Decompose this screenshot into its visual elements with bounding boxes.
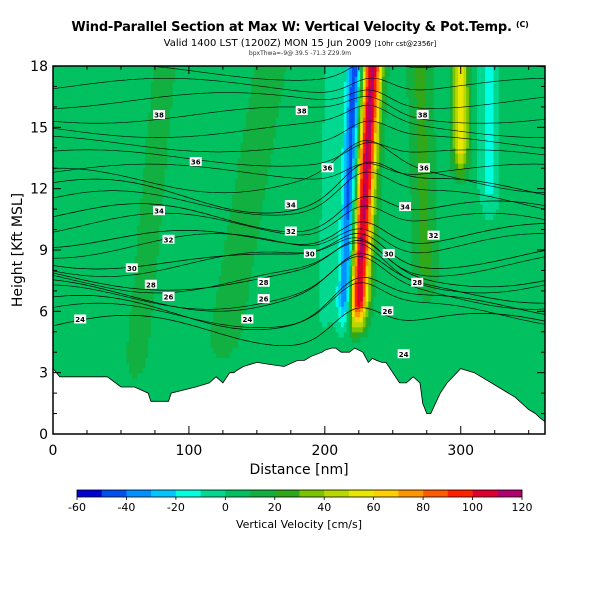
colorbar-swatch xyxy=(250,490,276,497)
colorbar-swatch xyxy=(423,490,449,497)
contour-label: 30 xyxy=(303,249,316,259)
contour-label: 28 xyxy=(411,277,424,287)
y-axis-label: Height [Kft MSL] xyxy=(10,193,26,307)
colorbar-label: Vertical Velocity [cm/s] xyxy=(236,518,362,531)
x-axis-label: Distance [nm] xyxy=(249,462,348,478)
x-tick-label: 100 xyxy=(176,443,203,459)
isentrope-30 xyxy=(53,240,545,291)
contour-label: 26 xyxy=(162,292,175,302)
contour-label: 32 xyxy=(162,234,175,244)
colorbar-swatch xyxy=(274,490,300,497)
isentrope-36 xyxy=(53,195,545,233)
isentrope-minor xyxy=(53,205,545,236)
y-tick-label: 0 xyxy=(39,427,48,443)
colorbar-swatch xyxy=(225,490,251,497)
terrain-surface xyxy=(53,347,545,434)
colorbar-swatch xyxy=(175,490,201,497)
contour-label: 24 xyxy=(74,314,87,324)
isentrope-upper xyxy=(53,89,545,109)
y-tick-label: 3 xyxy=(39,366,48,382)
x-tick-label: 200 xyxy=(311,443,338,459)
contour-label: 36 xyxy=(418,163,431,173)
colorbar-tick-label: 0 xyxy=(222,501,229,514)
contour-label: 28 xyxy=(144,279,157,289)
contour-label: 28 xyxy=(257,277,270,287)
colorbar-swatch xyxy=(373,490,399,497)
isentrope-minor xyxy=(53,237,545,277)
colorbar-swatch xyxy=(447,490,473,497)
isentrope-minor xyxy=(53,171,545,216)
y-tick-label: 6 xyxy=(39,304,48,320)
colorbar-tick-label: 100 xyxy=(462,501,483,514)
isentrope-minor xyxy=(53,242,545,294)
contour-label: 26 xyxy=(257,294,270,304)
colorbar-tick-label: 40 xyxy=(317,501,331,514)
colorbar-swatch xyxy=(77,490,103,497)
y-tick-label: 12 xyxy=(30,182,48,198)
contour-label: 26 xyxy=(381,306,394,316)
colorbar-swatch xyxy=(151,490,177,497)
isentrope-minor xyxy=(53,140,545,194)
colorbar-swatch xyxy=(497,490,523,497)
contour-label: 24 xyxy=(397,349,410,359)
contour-label: 24 xyxy=(241,314,254,324)
colorbar-swatch xyxy=(398,490,424,497)
colorbar-tick-label: -60 xyxy=(68,501,86,514)
colorbar-tick-label: -40 xyxy=(117,501,135,514)
contour-label: 36 xyxy=(189,157,202,167)
y-tick-label: 15 xyxy=(30,120,48,136)
colorbar-swatch xyxy=(348,490,374,497)
colorbar-tick-label: -20 xyxy=(167,501,185,514)
colorbar-tick-label: 60 xyxy=(367,501,381,514)
contour-label: 38 xyxy=(295,105,308,115)
isentrope-upper xyxy=(53,104,545,138)
y-tick-label: 18 xyxy=(30,59,48,75)
colorbar-swatch xyxy=(324,490,350,497)
contour-label: 38 xyxy=(153,110,166,120)
contour-label: 32 xyxy=(284,226,297,236)
contour-label: 30 xyxy=(382,249,395,259)
isentrope-24 xyxy=(53,307,545,347)
colorbar-frame xyxy=(76,489,523,498)
isentrope-upper xyxy=(53,142,545,167)
colorbar-swatch xyxy=(299,490,325,497)
isentrope-upper xyxy=(53,120,545,153)
isentrope-minor xyxy=(53,256,545,310)
isentrope-26 xyxy=(53,276,545,331)
colorbar-swatch xyxy=(472,490,498,497)
contour-label: 34 xyxy=(399,202,412,212)
contour-labels: 38 38 38 36 36 36 34 34 34 32 32 32 30 30 30 28 28 28 26 26… xyxy=(74,105,440,359)
isentrope-upper xyxy=(53,77,545,93)
contour-label: 38 xyxy=(416,110,429,120)
colorbar: -60 -40 -20 0 20 40 60 80 100 120 xyxy=(68,489,533,514)
contour-label: 34 xyxy=(284,200,297,210)
chart-title: Wind-Parallel Section at Max W: Vertical… xyxy=(71,20,529,35)
x-tick-label: 0 xyxy=(49,443,58,459)
x-tick-label: 300 xyxy=(447,443,474,459)
colorbar-tick-label: 120 xyxy=(512,501,533,514)
chart-subtitle: Valid 1400 LST (1200Z) MON 15 Jun 2009 [… xyxy=(163,38,437,49)
contour-label: 30 xyxy=(125,263,138,273)
isentrope-upper xyxy=(53,163,545,180)
isentrope-34 xyxy=(53,221,545,248)
isentrope-minor xyxy=(53,228,545,259)
colorbar-tick-label: 20 xyxy=(268,501,282,514)
contour-label: 36 xyxy=(321,163,334,173)
colorbar-swatch xyxy=(126,490,152,497)
chart-caption: bpxThwa=-9@ 39.5 -71.3 Z29.9m xyxy=(248,50,352,57)
contour-label: 32 xyxy=(427,230,440,240)
colorbar-swatch xyxy=(101,490,127,497)
x-axis-ticks: 0 100 200 300 xyxy=(49,66,530,459)
colorbar-tick-label: 80 xyxy=(416,501,430,514)
contour-label: 34 xyxy=(153,206,166,216)
colorbar-swatch xyxy=(200,490,226,497)
isentrope-upper xyxy=(53,66,545,81)
terrain-mask xyxy=(53,347,545,434)
y-tick-label: 9 xyxy=(39,243,48,259)
